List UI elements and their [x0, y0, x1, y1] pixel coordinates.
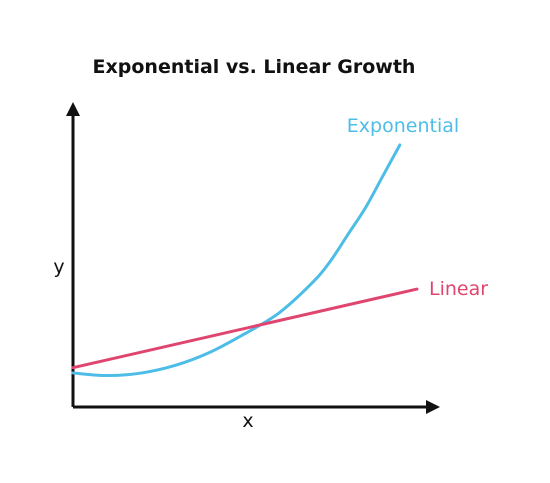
y-axis-arrowhead [66, 102, 80, 116]
exponential-series-label: Exponential [347, 115, 459, 137]
linear-series-label: Linear [429, 278, 488, 300]
x-axis-label: x [242, 410, 253, 432]
linear-series-line [71, 287, 419, 370]
exponential-series-line [71, 143, 402, 378]
y-axis-label: y [53, 256, 64, 278]
x-axis-arrowhead [426, 400, 440, 414]
series-layer: Exponential Linear [71, 115, 488, 378]
chart-title: Exponential vs. Linear Growth [93, 56, 416, 78]
